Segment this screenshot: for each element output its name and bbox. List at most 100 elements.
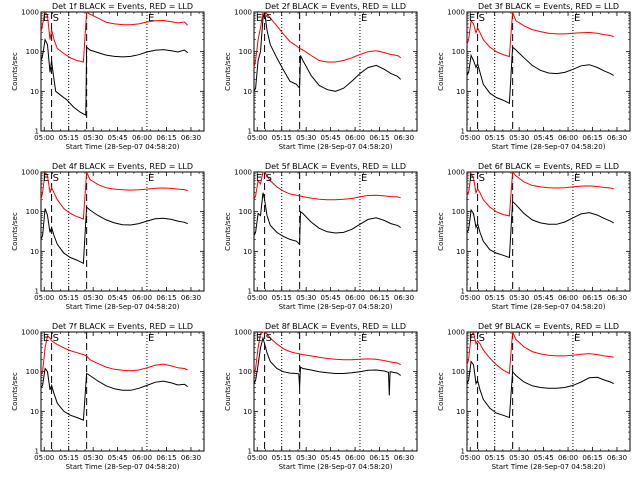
x-tick-label: 06:30 [181,294,201,302]
panel-title: Det 3f BLACK = Events, RED = LLD [478,2,619,11]
interval-marker-label: E [574,13,580,24]
y-tick-label: 1 [248,288,252,296]
y-tick-label: 10 [243,88,252,96]
x-tick-label: 05:30 [296,134,316,142]
x-axis-label: Start Time (28-Sep-07 04:58:20) [279,463,393,471]
y-tick-label: 100 [452,48,465,56]
x-tick-label: 06:00 [345,294,365,302]
x-axis-label: Start Time (28-Sep-07 04:58:20) [66,463,180,471]
x-tick-label: 05:45 [321,294,341,302]
y-tick-label: 10 [456,248,465,256]
x-tick-label: 05:30 [509,454,529,462]
x-tick-label: 05:00 [34,134,54,142]
x-tick-label: 05:00 [460,454,480,462]
panel-3: Det 3f BLACK = Events, RED = LLD 1 10 100 10… [437,2,631,151]
x-tick-label: 05:30 [296,294,316,302]
y-axis-label: Counts/sec [11,372,19,411]
x-tick-label: 06:00 [345,134,365,142]
series-line-events [466,360,614,419]
panel-title: Det 6f BLACK = Events, RED = LLD [478,162,619,171]
x-tick-label: 05:15 [485,294,505,302]
series-line-events [40,38,189,117]
series-line-lld [40,334,188,376]
interval-marker-label: S [266,13,272,24]
interval-marker-label: S [266,333,272,344]
x-tick-label: 05:45 [108,454,128,462]
y-tick-label: 1 [35,288,39,296]
y-axis-label: Counts/sec [437,212,445,251]
x-tick-label: 06:00 [558,294,578,302]
y-axis-label: Counts/sec [11,52,19,91]
series-line-lld [253,11,401,68]
y-tick-label: 1 [248,448,252,456]
panel-title: Det 1f BLACK = Events, RED = LLD [52,2,193,11]
x-tick-label: 06:30 [394,294,414,302]
y-tick-label: 1000 [21,329,39,337]
y-tick-label: 100 [452,368,465,376]
interval-marker-label: E [361,333,367,344]
x-axis-label: Start Time (28-Sep-07 04:58:20) [279,303,393,311]
y-tick-label: 1000 [447,329,465,337]
x-tick-label: 05:15 [59,454,79,462]
x-tick-label: 05:00 [247,134,267,142]
y-tick-label: 100 [26,208,39,216]
x-tick-label: 06:30 [394,454,414,462]
y-tick-label: 1 [461,128,465,136]
x-tick-label: 05:15 [485,134,505,142]
panel-8: Det 8f BLACK = Events, RED = LLD 1 10 100 10… [224,322,418,471]
x-tick-label: 06:30 [181,454,201,462]
y-tick-label: 10 [456,88,465,96]
x-tick-label: 05:00 [460,134,480,142]
x-tick-label: 05:45 [534,294,554,302]
series-line-events [253,336,401,396]
interval-marker-label: S [53,173,59,184]
x-tick-label: 06:15 [156,134,176,142]
x-tick-label: 06:30 [607,134,627,142]
interval-marker-label: E [361,13,367,24]
x-tick-label: 06:15 [582,454,602,462]
series-line-lld [466,170,614,217]
y-tick-label: 1 [461,448,465,456]
x-tick-label: 05:30 [509,134,529,142]
series-line-events [40,367,188,421]
interval-marker-label: E [148,13,154,24]
x-tick-label: 05:15 [485,454,505,462]
plot-frame [466,171,631,292]
interval-marker-label: E [469,333,475,344]
interval-marker-label: E [256,13,262,24]
y-axis-label: Counts/sec [224,212,232,251]
x-axis-label: Start Time (28-Sep-07 04:58:20) [492,463,606,471]
x-tick-label: 05:00 [34,454,54,462]
interval-marker-label: S [479,13,485,24]
x-axis-label: Start Time (28-Sep-07 04:58:20) [492,143,606,151]
x-tick-label: 06:30 [394,134,414,142]
plot-frame [253,331,418,452]
panel-title: Det 9f BLACK = Events, RED = LLD [478,322,619,331]
x-tick-label: 05:00 [34,294,54,302]
series-line-events [466,200,614,259]
x-tick-label: 05:30 [509,294,529,302]
y-tick-label: 1 [461,288,465,296]
interval-marker-label: S [266,173,272,184]
y-tick-label: 1 [35,448,39,456]
plot-frame [466,331,631,452]
x-tick-label: 05:45 [108,294,128,302]
interval-marker-label: E [574,173,580,184]
y-tick-label: 1000 [234,329,252,337]
plot-frame [253,11,418,132]
x-tick-label: 06:15 [369,454,389,462]
x-tick-label: 05:15 [272,134,292,142]
panel-title: Det 7f BLACK = Events, RED = LLD [52,322,193,331]
y-tick-label: 1000 [21,9,39,17]
interval-marker-label: E [256,333,262,344]
interval-marker-label: E [361,173,367,184]
panel-7: Det 7f BLACK = Events, RED = LLD 1 10 100 10… [11,322,205,471]
interval-marker-label: E [148,173,154,184]
x-tick-label: 05:30 [83,134,103,142]
interval-marker-label: S [53,333,59,344]
y-tick-label: 10 [243,248,252,256]
panel-9: Det 9f BLACK = Events, RED = LLD 1 10 100 10… [437,322,631,471]
interval-marker-label: S [479,173,485,184]
series-line-events [466,46,614,105]
